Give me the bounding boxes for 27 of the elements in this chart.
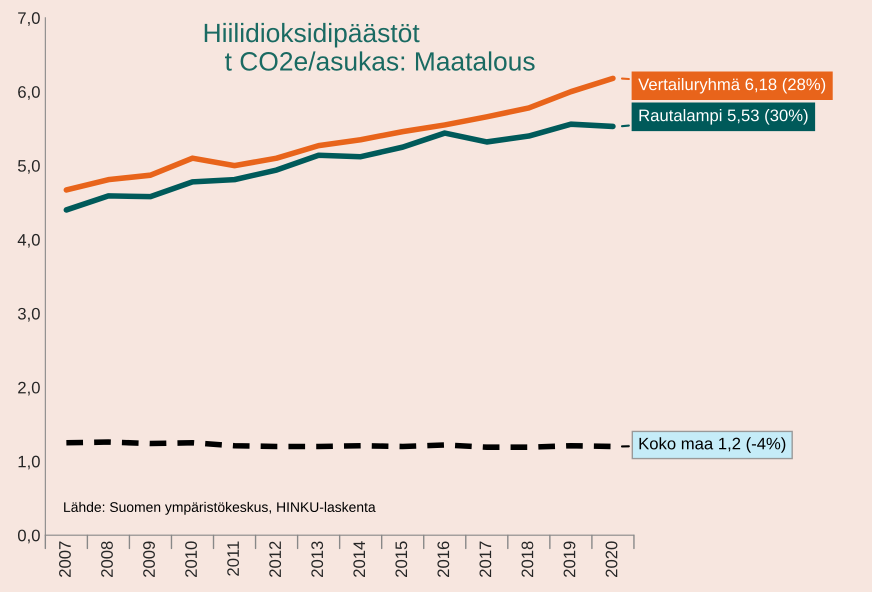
y-tick-label: 6,0 <box>18 86 40 100</box>
x-tick-label: 2020 <box>606 541 618 577</box>
text: Hiilidioksidipäästöt t CO2e/asukas: Maatalous <box>204 22 535 71</box>
x-tick-label: 2013 <box>311 541 324 577</box>
x-tick-label: 2016 <box>437 541 450 577</box>
x-tick-label: 2007 <box>59 542 71 577</box>
x-tick-label: 2012 <box>269 542 282 577</box>
x-tick-label: 2010 <box>185 541 197 577</box>
y-tick-label: 3,0 <box>18 308 40 322</box>
y-tick-label: 2,0 <box>18 382 40 396</box>
x-tick-label: 2017 <box>479 542 492 577</box>
y-tick-label: 7,0 <box>18 12 40 26</box>
x-tick-label: 2014 <box>353 541 366 577</box>
legend-label: Rautalampi 5,53 (30%) <box>640 109 808 125</box>
x-tick-label: 2008 <box>101 541 113 577</box>
y-tick-label: 5,0 <box>18 160 40 174</box>
x-tick-label: 2009 <box>143 542 155 577</box>
x-tick-label: 2018 <box>522 541 534 577</box>
legend-label: Vertailuryhmä 6,18 (28%) <box>638 78 826 94</box>
x-tick-label: 2019 <box>564 542 576 577</box>
x-tick-label: 2015 <box>395 541 408 577</box>
y-tick-label: 4,0 <box>18 234 40 248</box>
legend-label: Koko maa 1,2 (-4%) <box>640 437 786 453</box>
annotation: Lähde: Suomen ympäristökeskus, HINKU-laskenta <box>64 502 376 515</box>
y-tick-label: 0,0 <box>18 530 40 544</box>
y-tick-label: 1,0 <box>18 456 40 470</box>
x-tick-label: 2011 <box>227 542 240 576</box>
